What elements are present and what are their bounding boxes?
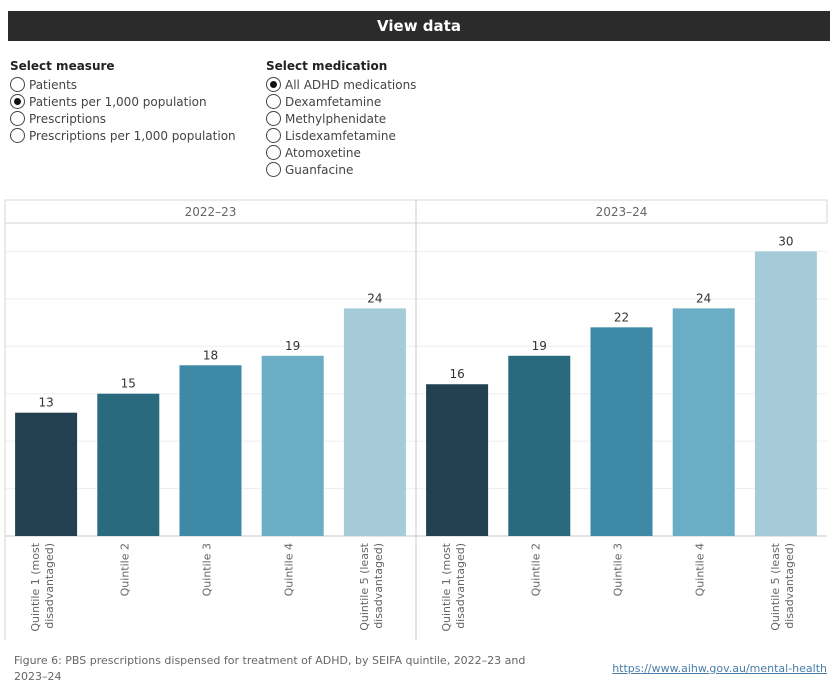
measure-option[interactable]: Patients (10, 76, 236, 93)
source-link[interactable]: https://www.aihw.gov.au/mental-health (612, 662, 827, 675)
bar (179, 365, 242, 536)
tick-label: disadvantaged) (783, 543, 796, 629)
radio-button[interactable] (10, 94, 25, 109)
measure-option[interactable]: Prescriptions (10, 110, 236, 127)
measure-filter-title: Select measure (10, 59, 115, 73)
data-label: 24 (696, 291, 711, 305)
bar (590, 327, 653, 536)
radio-button[interactable] (10, 111, 25, 126)
radio-button[interactable] (266, 94, 281, 109)
medication-filter-title: Select medication (266, 59, 388, 73)
bar (97, 393, 160, 536)
tick-label: Quintile 1 (most (440, 542, 453, 631)
data-label: 16 (449, 367, 464, 381)
medication-option[interactable]: Dexamfetamine (266, 93, 416, 110)
measure-filter: Select measure Patients Patients per 1,00… (10, 59, 236, 144)
radio-button[interactable] (266, 77, 281, 92)
data-label: 19 (532, 339, 547, 353)
radio-button[interactable] (266, 162, 281, 177)
radio-button[interactable] (266, 145, 281, 160)
bar (508, 355, 571, 536)
measure-option-label: Prescriptions per 1,000 population (29, 128, 236, 143)
medication-option[interactable]: Guanfacine (266, 161, 416, 178)
medication-option[interactable]: Atomoxetine (266, 144, 416, 161)
medication-filter: Select medication All ADHD medications De… (266, 59, 416, 178)
tick-label: Quintile 2 (529, 543, 542, 596)
data-label: 24 (367, 291, 382, 305)
medication-option[interactable]: All ADHD medications (266, 76, 416, 93)
medication-option[interactable]: Methylphenidate (266, 110, 416, 127)
figure-caption: Figure 6: PBS prescriptions dispensed fo… (14, 654, 526, 683)
bar (261, 355, 324, 536)
measure-option-label: Patients per 1,000 population (29, 94, 207, 109)
medication-option-label: Guanfacine (285, 162, 354, 177)
tick-label: disadvantaged) (43, 543, 56, 629)
radio-button[interactable] (10, 128, 25, 143)
data-label: 15 (121, 377, 136, 391)
bar (672, 308, 735, 536)
medication-option[interactable]: Lisdexamfetamine (266, 127, 416, 144)
tick-label: Quintile 4 (694, 543, 707, 596)
measure-option-label: Patients (29, 77, 78, 92)
measure-options: Patients Patients per 1,000 population Pre… (10, 76, 236, 144)
measure-option-label: Prescriptions (29, 111, 107, 126)
tick-label: Quintile 3 (612, 543, 625, 596)
data-label: 30 (778, 234, 793, 248)
bar (15, 412, 78, 536)
radio-button[interactable] (10, 77, 25, 92)
panel-title: 2023–24 (596, 205, 648, 219)
tick-label: Quintile 5 (least (769, 542, 782, 630)
view-data-label: View data (377, 17, 461, 35)
data-label: 19 (285, 339, 300, 353)
data-label: 22 (614, 310, 629, 324)
tick-label: Quintile 3 (201, 543, 214, 596)
medication-option-label: Atomoxetine (285, 145, 361, 160)
bar (343, 308, 406, 536)
tick-label: Quintile 4 (283, 543, 296, 596)
tick-label: Quintile 2 (118, 543, 131, 596)
medication-option-label: Methylphenidate (285, 111, 387, 126)
panel-title: 2022–23 (185, 205, 237, 219)
medication-option-label: Dexamfetamine (285, 94, 382, 109)
medication-option-label: All ADHD medications (285, 77, 417, 92)
radio-button[interactable] (266, 111, 281, 126)
tick-label: disadvantaged) (372, 543, 385, 629)
view-data-button[interactable]: View data (8, 11, 830, 41)
data-label: 13 (38, 396, 53, 410)
tick-label: Quintile 1 (most (29, 542, 42, 631)
medication-options: All ADHD medications Dexamfetamine Methylp… (266, 76, 416, 178)
bar (426, 384, 489, 536)
bar (754, 251, 817, 537)
measure-option[interactable]: Patients per 1,000 population (10, 93, 236, 110)
data-label: 18 (203, 348, 218, 362)
tick-label: disadvantaged) (454, 543, 467, 629)
measure-option[interactable]: Prescriptions per 1,000 population (10, 127, 236, 144)
medication-option-label: Lisdexamfetamine (285, 128, 396, 143)
radio-button[interactable] (266, 128, 281, 143)
tick-label: Quintile 5 (least (358, 542, 371, 630)
